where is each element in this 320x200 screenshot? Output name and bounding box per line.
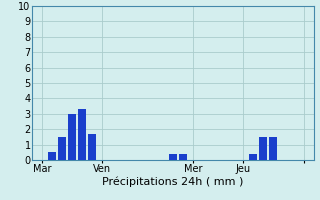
Bar xyxy=(169,154,177,160)
Bar xyxy=(259,137,267,160)
Bar xyxy=(249,154,257,160)
Bar xyxy=(179,154,187,160)
Bar xyxy=(68,114,76,160)
Bar xyxy=(58,137,66,160)
Bar xyxy=(78,109,86,160)
Bar xyxy=(88,134,96,160)
X-axis label: Précipitations 24h ( mm ): Précipitations 24h ( mm ) xyxy=(102,177,244,187)
Bar xyxy=(269,137,277,160)
Bar xyxy=(48,152,56,160)
